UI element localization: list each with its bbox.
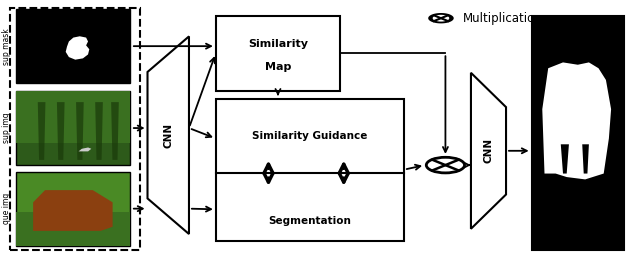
Bar	[16, 91, 130, 165]
Text: Segmentation: Segmentation	[268, 216, 351, 226]
Bar	[216, 99, 404, 240]
Bar	[10, 8, 141, 250]
Polygon shape	[76, 102, 84, 160]
Bar	[216, 16, 340, 91]
Polygon shape	[147, 36, 189, 234]
Polygon shape	[542, 62, 611, 179]
Polygon shape	[16, 91, 130, 143]
Text: sup img: sup img	[2, 113, 11, 143]
Polygon shape	[95, 102, 103, 160]
Polygon shape	[433, 15, 449, 22]
Polygon shape	[471, 73, 506, 229]
Text: Multiplication: Multiplication	[463, 12, 543, 25]
Text: Map: Map	[265, 62, 291, 72]
Polygon shape	[79, 147, 92, 151]
Bar	[16, 9, 130, 83]
Polygon shape	[561, 144, 569, 174]
Polygon shape	[428, 13, 454, 23]
Bar	[532, 16, 624, 250]
Polygon shape	[582, 144, 589, 174]
Text: CNN: CNN	[483, 138, 493, 163]
Polygon shape	[33, 190, 113, 231]
Polygon shape	[111, 102, 119, 160]
Text: CNN: CNN	[163, 123, 173, 148]
Text: Similarity: Similarity	[248, 39, 308, 49]
Polygon shape	[66, 36, 90, 60]
Text: que img: que img	[2, 193, 11, 224]
Text: sup mask: sup mask	[2, 28, 11, 64]
Bar	[16, 172, 130, 246]
Text: Similarity Guidance: Similarity Guidance	[252, 131, 367, 141]
Polygon shape	[38, 102, 45, 160]
Polygon shape	[57, 102, 65, 160]
Polygon shape	[16, 212, 130, 246]
